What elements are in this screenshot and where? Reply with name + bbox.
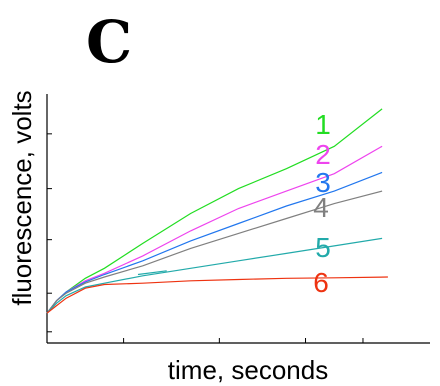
series-line-2 (46, 145, 383, 314)
series-label-6: 6 (313, 267, 329, 298)
series-label-3: 3 (315, 167, 331, 198)
x-ticks (123, 338, 364, 343)
series-label-2: 2 (315, 139, 331, 170)
panel-label: C (86, 8, 132, 76)
y-axis-label: fluorescence, volts (7, 90, 37, 305)
x-axis-label: time, seconds (168, 355, 328, 385)
series-line-4 (46, 190, 383, 314)
series-label-5: 5 (315, 232, 331, 263)
series-line-5 (46, 237, 383, 314)
y-ticks (47, 133, 52, 333)
series-label-4: 4 (313, 192, 329, 223)
series-line-3 (46, 171, 383, 314)
chart-axes (46, 94, 430, 344)
series-line-6 (46, 276, 388, 314)
series-label-1: 1 (315, 109, 331, 140)
annotation-layer (137, 270, 167, 276)
series-layer (46, 108, 388, 314)
series-line-1 (46, 108, 383, 314)
annotation-segment-0 (137, 270, 167, 276)
